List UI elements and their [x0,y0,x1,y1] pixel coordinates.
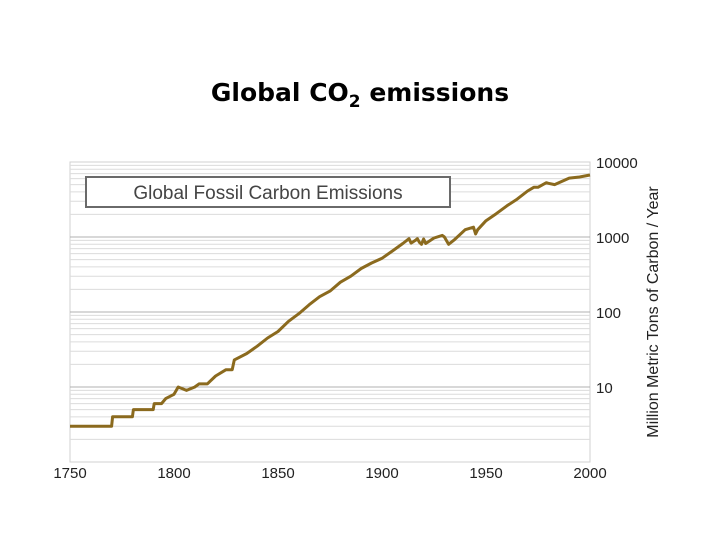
series-layer [70,173,591,428]
x-tick-label: 2000 [573,465,606,482]
slide-title: Global CO2 emissions [0,78,720,111]
chart-title-box [85,176,451,208]
x-tick-label: 1800 [157,465,190,482]
y-tick-label: 10000 [596,155,638,172]
y-tick-labels: 10 100 1000 10000 [596,155,638,397]
emissions-line [70,173,591,428]
y-tick-label: 100 [596,305,621,322]
y-tick-label: 10 [596,380,613,397]
slide-title-rest: emissions [360,78,510,107]
x-tick-label: 1850 [261,465,294,482]
y-axis-label: Million Metric Tons of Carbon / Year [645,186,662,438]
chart-title: Global Fossil Carbon Emissions [133,183,402,204]
x-tick-label: 1950 [469,465,502,482]
slide-title-main: Global CO [210,78,349,107]
x-tick-label: 1750 [53,465,86,482]
y-tick-label: 1000 [596,230,629,247]
slide-title-subscript: 2 [348,92,361,112]
x-tick-labels: 1750 1800 1850 1900 1950 2000 [53,465,606,482]
x-tick-label: 1900 [365,465,398,482]
